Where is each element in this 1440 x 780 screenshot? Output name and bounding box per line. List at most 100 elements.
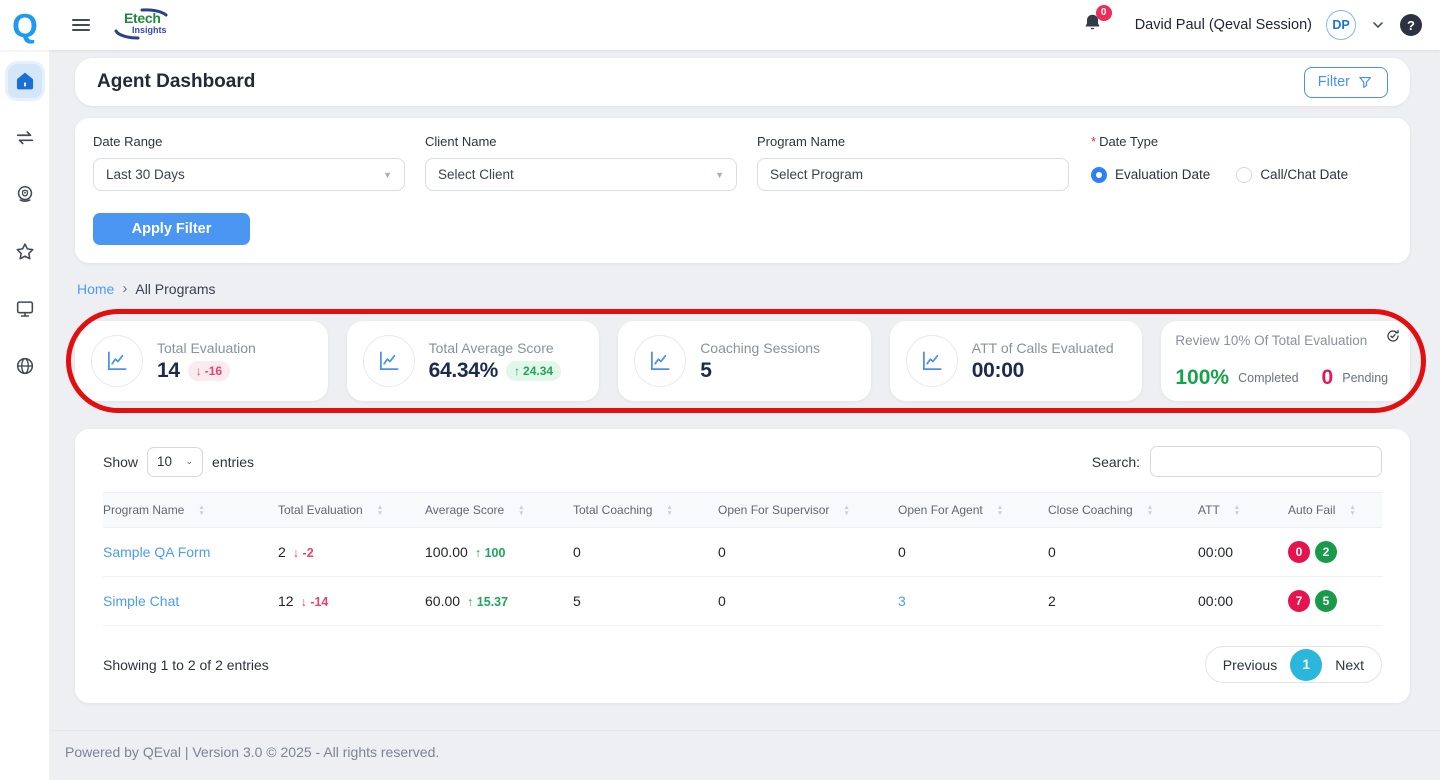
sort-icon: ▲▼	[666, 505, 672, 517]
qeval-logo[interactable]: Q	[0, 0, 50, 50]
date-range-select[interactable]: Last 30 Days ▼	[93, 158, 405, 191]
sidebar-item-transactions[interactable]	[8, 121, 42, 155]
page-size-select[interactable]: 10 ⌄	[147, 447, 203, 477]
table-header-row: Program Name▲▼Total Evaluation▲▼Average …	[103, 493, 1382, 528]
etech-insights-logo: Etech Insights	[112, 7, 170, 43]
column-header[interactable]: Average Score▲▼	[425, 493, 573, 528]
required-asterisk: *	[1091, 134, 1096, 149]
client-select-value: Select Client	[438, 167, 514, 182]
program-select[interactable]: Select Program	[757, 158, 1069, 191]
sort-icon: ▲▼	[518, 505, 524, 517]
help-icon[interactable]: ?	[1400, 14, 1422, 36]
stat-value: 5	[700, 359, 711, 383]
delta-up: ↑ 100	[475, 546, 506, 560]
line-chart-icon	[363, 335, 415, 387]
sidebar-item-monitoring[interactable]	[8, 178, 42, 212]
column-header[interactable]: Total Coaching▲▼	[573, 493, 718, 528]
program-link[interactable]: Simple Chat	[103, 593, 179, 609]
sidebar-item-desktop[interactable]	[8, 292, 42, 326]
chevron-down-icon: ⌄	[185, 456, 193, 467]
refresh-check-icon[interactable]	[1385, 328, 1401, 349]
cell-total-coaching: 0	[573, 528, 718, 577]
brand-etech: Etech	[124, 10, 161, 26]
radio-evaluation-date-label: Evaluation Date	[1115, 167, 1210, 182]
show-label: Show	[103, 454, 138, 470]
breadcrumb: Home › All Programs	[77, 280, 1410, 297]
chevron-down-icon[interactable]	[1370, 17, 1386, 33]
avatar[interactable]: DP	[1326, 10, 1356, 40]
pending-value: 0	[1322, 366, 1334, 390]
notification-bell-icon[interactable]: 0	[1082, 12, 1103, 39]
stat-card-review-10-percent: Review 10% Of Total Evaluation 100% Comp…	[1161, 321, 1410, 401]
radio-call-chat-date[interactable]: Call/Chat Date	[1236, 167, 1348, 183]
program-link[interactable]: Sample QA Form	[103, 544, 210, 560]
stat-card-coaching-sessions: Coaching Sessions 5	[618, 321, 871, 401]
footer-text: Powered by QEval | Version 3.0 © 2025 - …	[65, 744, 439, 760]
line-chart-icon	[906, 335, 958, 387]
swap-arrows-icon	[14, 127, 36, 149]
stat-cards-section: Total Evaluation 14 ↓-16 Total Average S…	[75, 321, 1410, 401]
column-header[interactable]: Close Coaching▲▼	[1048, 493, 1198, 528]
autofail-green-badge[interactable]: 2	[1315, 541, 1337, 563]
program-select-value: Select Program	[770, 167, 863, 182]
cell-att: 00:00	[1198, 577, 1288, 626]
next-page-button[interactable]: Next	[1322, 657, 1377, 673]
page-size-value: 10	[157, 454, 172, 469]
breadcrumb-separator: ›	[122, 280, 127, 297]
sort-icon: ▲▼	[1234, 505, 1240, 517]
filter-button-label: Filter	[1318, 74, 1350, 90]
search-label: Search:	[1092, 454, 1140, 470]
stat-card-att-calls-evaluated: ATT of Calls Evaluated 00:00	[890, 321, 1143, 401]
previous-page-button[interactable]: Previous	[1210, 657, 1290, 673]
stat-title: ATT of Calls Evaluated	[972, 340, 1114, 356]
column-header[interactable]: Program Name▲▼	[103, 493, 278, 528]
delta-badge: ↓-16	[188, 361, 230, 381]
autofail-green-badge[interactable]: 5	[1315, 590, 1337, 612]
filter-button[interactable]: Filter	[1304, 67, 1388, 98]
filter-panel: Date Range Last 30 Days ▼ Client Name Se…	[75, 118, 1410, 263]
cell-open-supervisor: 0	[718, 577, 898, 626]
apply-filter-button[interactable]: Apply Filter	[93, 213, 250, 245]
funnel-icon	[1357, 74, 1374, 91]
arrow-down-icon: ↓	[301, 595, 307, 609]
completed-percent: 100%	[1175, 366, 1229, 390]
sort-icon: ▲▼	[1349, 505, 1355, 517]
brand-insights: Insights	[132, 25, 167, 35]
column-header[interactable]: Total Evaluation▲▼	[278, 493, 425, 528]
completed-label: Completed	[1238, 371, 1298, 385]
cell-program-name: Sample QA Form	[103, 528, 278, 577]
column-header[interactable]: Open For Supervisor▲▼	[718, 493, 898, 528]
column-header[interactable]: Auto Fail▲▼	[1288, 493, 1382, 528]
open-agent-link[interactable]: 3	[898, 593, 906, 609]
entries-label: entries	[212, 454, 254, 470]
autofail-red-badge[interactable]: 7	[1288, 590, 1310, 612]
cell-close-coaching: 2	[1048, 577, 1198, 626]
page-number-button[interactable]: 1	[1290, 649, 1322, 681]
cell-open-supervisor: 0	[718, 528, 898, 577]
cell-open-agent: 3	[898, 577, 1048, 626]
column-header[interactable]: Open For Agent▲▼	[898, 493, 1048, 528]
line-chart-icon	[91, 335, 143, 387]
client-select[interactable]: Select Client ▼	[425, 158, 737, 191]
arrow-up-icon: ↑	[467, 595, 473, 609]
sidebar-item-global[interactable]	[8, 349, 42, 383]
search-input[interactable]	[1150, 446, 1382, 477]
sort-icon: ▲▼	[198, 505, 204, 517]
delta-badge: ↑24.34	[506, 361, 561, 381]
autofail-red-badge[interactable]: 0	[1288, 541, 1310, 563]
hamburger-menu-icon[interactable]	[72, 19, 90, 31]
programs-table: Program Name▲▼Total Evaluation▲▼Average …	[103, 492, 1382, 626]
date-range-value: Last 30 Days	[106, 167, 185, 182]
page-title: Agent Dashboard	[97, 71, 255, 93]
pagination: Previous 1 Next	[1205, 646, 1382, 683]
breadcrumb-home-link[interactable]: Home	[77, 281, 114, 297]
sidebar-item-home[interactable]	[8, 64, 42, 98]
stat-title: Coaching Sessions	[700, 340, 820, 356]
qeval-logo-glyph: Q	[12, 9, 38, 42]
sort-icon: ▲▼	[377, 505, 383, 517]
column-header[interactable]: ATT▲▼	[1198, 493, 1288, 528]
delta-down: ↓ -2	[293, 546, 314, 560]
sidebar-item-favorites[interactable]	[8, 235, 42, 269]
cell-auto-fail: 02	[1288, 528, 1382, 577]
radio-evaluation-date[interactable]: Evaluation Date	[1091, 167, 1210, 183]
